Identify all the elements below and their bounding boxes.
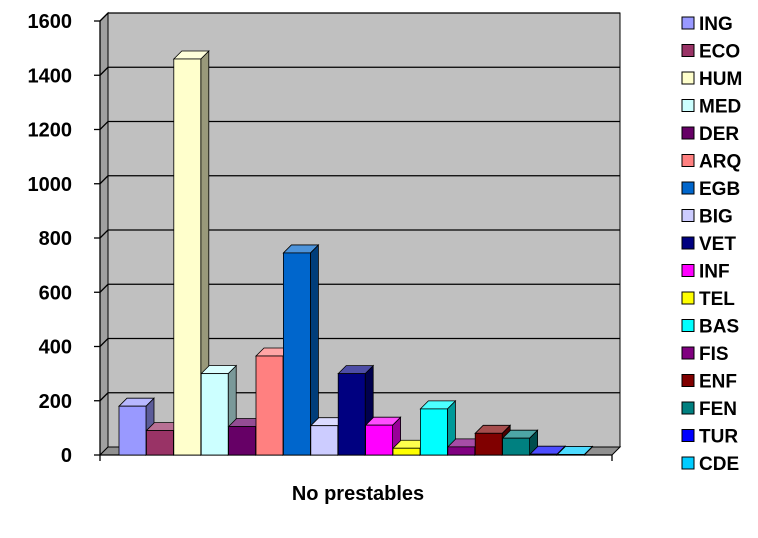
legend-item-vet: VET <box>681 234 736 255</box>
bar-front <box>255 355 284 456</box>
legend-label: ARQ <box>699 152 741 173</box>
legend-label: ENF <box>699 372 737 393</box>
bar-front <box>118 405 147 456</box>
legend: ING ECO HUM MED DER ARQ EGB BIG VET INF TEL BAS FIS E… <box>681 14 742 475</box>
legend-swatch <box>681 236 695 250</box>
legend-swatch <box>681 126 695 140</box>
legend-label: EGB <box>699 179 740 200</box>
legend-item-cde: CDE <box>681 454 739 475</box>
bar-inf <box>364 416 402 456</box>
bar-front <box>200 373 229 456</box>
legend-swatch <box>681 346 695 360</box>
legend-swatch <box>681 456 695 470</box>
legend-swatch <box>681 181 695 195</box>
bar-cde <box>556 445 594 456</box>
bar-front <box>337 373 366 456</box>
gridline <box>99 392 620 402</box>
y-tick-label: 0 <box>61 445 72 467</box>
bar-front <box>557 454 585 456</box>
legend-label: FEN <box>699 399 737 420</box>
gridline <box>99 229 620 239</box>
y-tick-label: 200 <box>39 391 72 413</box>
bar-front <box>145 430 174 456</box>
legend-item-inf: INF <box>681 262 730 283</box>
x-axis-label: No prestables <box>292 483 424 505</box>
legend-swatch <box>681 429 695 442</box>
y-tick-label: 1000 <box>28 174 73 196</box>
bar-front <box>502 437 531 456</box>
legend-label: BIG <box>699 207 733 228</box>
legend-swatch <box>681 154 695 167</box>
legend-item-big: BIG <box>681 207 733 228</box>
legend-label: CDE <box>699 454 739 475</box>
legend-label: ING <box>699 14 733 35</box>
legend-swatch <box>681 209 695 222</box>
gridline <box>99 66 620 76</box>
bar-front <box>474 432 503 456</box>
gridline <box>99 283 620 293</box>
legend-swatch <box>681 99 695 112</box>
bar-front <box>392 447 421 456</box>
bar-front <box>282 252 311 456</box>
legend-item-egb: EGB <box>681 179 740 200</box>
bar-front <box>173 58 202 456</box>
bar-front <box>228 426 257 456</box>
legend-label: DER <box>699 124 739 145</box>
legend-item-enf: ENF <box>681 372 737 393</box>
bar-vet <box>337 364 375 456</box>
y-tick-label: 400 <box>39 337 72 359</box>
gridline <box>99 337 620 347</box>
legend-item-hum: HUM <box>681 69 742 90</box>
y-tick-label: 600 <box>39 282 72 304</box>
bar-front <box>419 408 448 456</box>
legend-label: VET <box>699 234 736 255</box>
legend-swatch <box>681 319 695 332</box>
bar-front <box>447 446 476 456</box>
legend-label: FIS <box>699 344 729 365</box>
legend-swatch <box>681 401 695 415</box>
legend-item-tur: TUR <box>681 427 738 448</box>
bar-fen <box>501 429 539 456</box>
y-tick-label: 1200 <box>28 120 73 142</box>
legend-item-ing: ING <box>681 14 733 35</box>
legend-item-der: DER <box>681 124 739 145</box>
bar-front <box>529 453 558 456</box>
legend-swatch <box>681 374 695 387</box>
bars <box>118 50 594 456</box>
gridline <box>99 175 620 185</box>
bar-bas <box>419 399 457 456</box>
legend-label: MED <box>699 97 741 118</box>
legend-label: TUR <box>699 427 738 448</box>
bar-egb <box>282 243 320 456</box>
y-tick-label: 1400 <box>28 65 73 87</box>
legend-swatch <box>681 264 695 277</box>
legend-swatch <box>681 291 695 305</box>
legend-item-fis: FIS <box>681 344 729 365</box>
gridline <box>99 12 620 22</box>
bar-front <box>365 424 394 456</box>
y-tick-labels: 0 200 400 600 800 1000 1200 1400 1600 <box>28 11 73 467</box>
legend-label: TEL <box>699 289 735 310</box>
legend-label: HUM <box>699 69 742 90</box>
legend-swatch <box>681 44 695 57</box>
y-tick-label: 800 <box>39 228 72 250</box>
legend-label: INF <box>699 262 730 283</box>
gridline <box>99 120 620 130</box>
gridlines <box>99 12 620 402</box>
legend-item-tel: TEL <box>681 289 735 310</box>
bar-front <box>310 425 339 456</box>
legend-item-bas: BAS <box>681 317 739 338</box>
y-tick-label: 1600 <box>28 11 73 33</box>
legend-label: BAS <box>699 317 739 338</box>
legend-item-fen: FEN <box>681 399 737 420</box>
legend-item-med: MED <box>681 97 741 118</box>
legend-swatch <box>681 71 695 85</box>
legend-item-eco: ECO <box>681 42 740 63</box>
legend-item-arq: ARQ <box>681 152 741 173</box>
legend-label: ECO <box>699 42 740 63</box>
legend-swatch <box>681 16 695 30</box>
